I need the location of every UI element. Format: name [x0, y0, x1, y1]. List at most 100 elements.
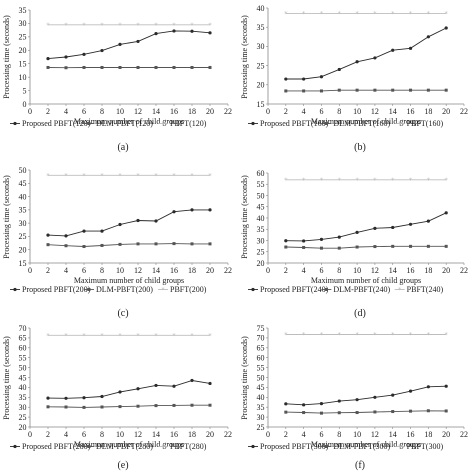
chart-panel-b: 15 20 25 30 35 40 0 2 4 6 8 10 12 14 16 18 20 22 Maximum n…: [240, 4, 468, 153]
data-point: [355, 245, 359, 249]
data-point: *: [409, 10, 413, 18]
data-point: [172, 384, 176, 388]
data-point: [302, 77, 306, 81]
y-tick-label: 75: [257, 324, 265, 333]
x-tick-label: 10: [353, 107, 361, 116]
y-tick-label: 30: [257, 236, 265, 245]
x-axis-label: Maximum number of child groups: [311, 117, 421, 126]
legend-label: Proposed PBFT(280): [22, 442, 91, 451]
data-point: *: [338, 331, 342, 339]
x-tick-label: 18: [188, 107, 196, 116]
x-tick-label: 2: [284, 266, 288, 275]
data-point: [319, 402, 324, 406]
data-point: [409, 88, 413, 92]
data-point: *: [355, 10, 359, 18]
x-tick-label: 14: [152, 266, 160, 275]
data-point: *: [320, 176, 324, 184]
x-tick-label: 8: [100, 430, 104, 439]
panel-caption: (f): [355, 460, 365, 471]
data-point: [190, 208, 194, 212]
y-axis-label: Processing time (seconds): [2, 336, 11, 420]
data-point: *: [82, 21, 86, 29]
y-tick-label: 35: [19, 206, 27, 215]
data-point: *: [338, 176, 342, 184]
x-tick-label: 2: [46, 430, 50, 439]
data-point: [172, 65, 176, 69]
data-point: [64, 55, 68, 59]
legend: Proposed PBFT(200) DLM-PBFT(200) * PBFT(200…: [10, 285, 207, 294]
x-tick-label: 0: [28, 266, 32, 275]
y-tick-label: 60: [257, 169, 265, 178]
legend: Proposed PBFT(240) DLM-PBFT(240) * PBFT(240…: [248, 285, 443, 294]
y-tick-label: 60: [257, 354, 265, 363]
x-tick-label: 10: [116, 266, 124, 275]
legend-label: DLM-PBFT(120): [96, 119, 153, 128]
y-tick-label: 35: [19, 6, 27, 15]
y-tick-label: 50: [257, 191, 265, 200]
y-tick-label: 60: [19, 344, 27, 353]
x-axis-label: Maximum number of child groups: [311, 440, 421, 449]
data-point: [284, 89, 288, 93]
legend-marker: [13, 444, 17, 449]
data-point: *: [46, 21, 50, 29]
x-tick-label: 12: [371, 266, 379, 275]
data-point: *: [118, 332, 122, 340]
data-point: [426, 88, 430, 92]
chart-panel-a: 0 5 10 15 20 25 30 35 0 2 4 6 8 10 12 14 16 18 20 22 Maximum…: [2, 6, 232, 153]
x-tick-label: 16: [407, 430, 415, 439]
data-point: *: [355, 176, 359, 184]
x-tick-label: 2: [46, 107, 50, 116]
legend-label: Proposed PBFT(240): [260, 285, 329, 294]
x-axis-label: Maximum number of child groups: [311, 276, 421, 285]
data-point: *: [391, 331, 395, 339]
data-point: *: [100, 332, 104, 340]
y-axis-label: Processing time (seconds): [240, 336, 249, 420]
legend-marker: *: [398, 120, 402, 128]
x-axis-label: Maximum number of child groups: [74, 117, 184, 126]
data-point: [46, 405, 50, 409]
legend-label: PBFT(160): [407, 119, 444, 128]
x-tick-label: 6: [82, 430, 86, 439]
x-tick-label: 2: [284, 107, 288, 116]
data-point: *: [118, 21, 122, 29]
data-point: [391, 244, 395, 248]
data-point: *: [284, 176, 288, 184]
x-tick-label: 16: [170, 266, 178, 275]
x-tick-label: 4: [64, 107, 68, 116]
x-tick-label: 22: [224, 430, 232, 439]
series-line-2: [47, 404, 210, 408]
series-line-1: [285, 27, 447, 80]
legend-marker: [324, 445, 328, 448]
chart-panel-d: 20 25 30 35 40 45 50 55 60 0 2 4 6 8 10 12 14 16 18 20 22 Max…: [240, 169, 468, 319]
data-point: [373, 88, 377, 92]
legend-label: DLM-PBFT(160): [333, 119, 390, 128]
data-point: [154, 65, 158, 69]
y-tick-label: 40: [257, 214, 265, 223]
x-tick-label: 8: [337, 107, 341, 116]
y-tick-label: 45: [19, 179, 27, 188]
series-line-2: [285, 410, 447, 414]
data-point: [408, 389, 413, 393]
y-tick-label: 65: [257, 344, 265, 353]
data-point: [337, 235, 341, 239]
data-point: [82, 229, 86, 233]
data-point: [136, 218, 140, 223]
data-point: [409, 409, 413, 413]
y-tick-label: 25: [19, 413, 27, 422]
x-tick-label: 10: [116, 107, 124, 116]
y-tick-label: 45: [257, 383, 265, 392]
x-tick-label: 16: [170, 430, 178, 439]
data-point: [373, 245, 377, 249]
legend-marker: [251, 444, 255, 449]
y-tick-label: 50: [19, 166, 27, 175]
legend-label: Proposed PBFT(160): [260, 119, 329, 128]
y-tick-label: 20: [19, 246, 27, 255]
x-tick-label: 0: [266, 107, 270, 116]
legend-marker: [87, 122, 91, 125]
y-tick-label: 15: [257, 100, 265, 109]
data-point: [355, 398, 359, 402]
data-point: [426, 409, 430, 413]
legend-label: DLM-PBFT(240): [333, 285, 390, 294]
data-point: [136, 65, 140, 69]
y-tick-label: 55: [257, 363, 265, 372]
